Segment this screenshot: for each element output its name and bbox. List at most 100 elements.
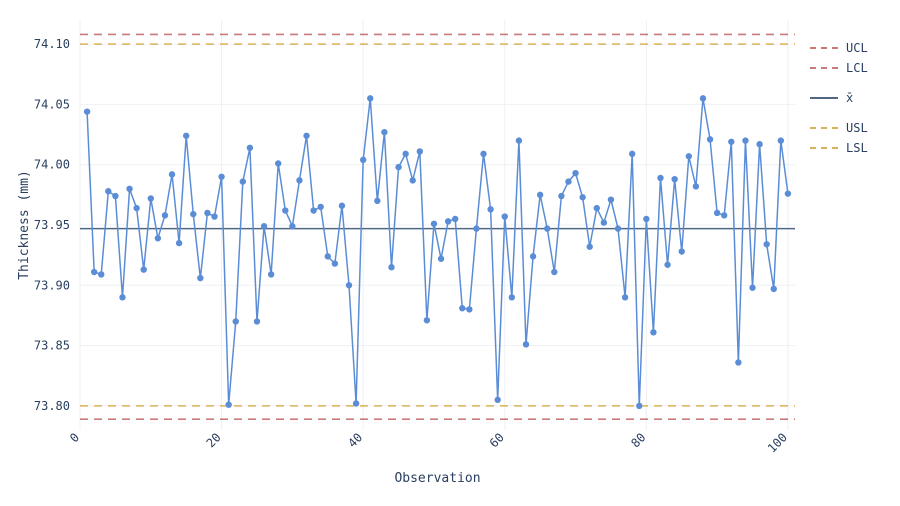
data-point[interactable] — [466, 306, 472, 312]
data-point[interactable] — [275, 160, 281, 166]
data-point[interactable] — [254, 318, 260, 324]
data-point[interactable] — [141, 266, 147, 272]
data-point[interactable] — [84, 108, 90, 114]
data-point[interactable] — [530, 253, 536, 259]
data-point[interactable] — [395, 164, 401, 170]
data-point[interactable] — [303, 133, 309, 139]
data-point[interactable] — [162, 212, 168, 218]
data-point[interactable] — [664, 262, 670, 268]
data-point[interactable] — [225, 401, 231, 407]
data-point[interactable] — [98, 271, 104, 277]
data-point[interactable] — [91, 269, 97, 275]
data-point[interactable] — [643, 216, 649, 222]
data-point[interactable] — [332, 260, 338, 266]
data-point[interactable] — [473, 225, 479, 231]
data-point[interactable] — [523, 341, 529, 347]
data-point[interactable] — [544, 225, 550, 231]
data-point[interactable] — [346, 282, 352, 288]
data-point[interactable] — [339, 203, 345, 209]
data-point[interactable] — [502, 213, 508, 219]
data-point[interactable] — [438, 256, 444, 262]
data-point[interactable] — [155, 235, 161, 241]
data-point[interactable] — [233, 318, 239, 324]
data-point[interactable] — [112, 193, 118, 199]
data-point[interactable] — [565, 178, 571, 184]
data-point[interactable] — [629, 151, 635, 157]
data-point[interactable] — [721, 212, 727, 218]
data-point[interactable] — [686, 153, 692, 159]
data-point[interactable] — [459, 305, 465, 311]
data-point[interactable] — [197, 275, 203, 281]
data-point[interactable] — [756, 141, 762, 147]
data-point[interactable] — [657, 175, 663, 181]
data-point[interactable] — [126, 186, 132, 192]
legend-item-lcl[interactable]: LCL — [810, 58, 868, 78]
data-point[interactable] — [148, 195, 154, 201]
data-point[interactable] — [615, 225, 621, 231]
data-point[interactable] — [601, 219, 607, 225]
data-point[interactable] — [728, 139, 734, 145]
data-point[interactable] — [480, 151, 486, 157]
data-point[interactable] — [240, 178, 246, 184]
data-point[interactable] — [700, 95, 706, 101]
data-point[interactable] — [622, 294, 628, 300]
data-point[interactable] — [785, 190, 791, 196]
data-point[interactable] — [261, 223, 267, 229]
data-point[interactable] — [360, 157, 366, 163]
data-point[interactable] — [445, 218, 451, 224]
data-point[interactable] — [516, 137, 522, 143]
data-point[interactable] — [417, 148, 423, 154]
data-point[interactable] — [105, 188, 111, 194]
data-point[interactable] — [558, 193, 564, 199]
data-point[interactable] — [317, 204, 323, 210]
data-point[interactable] — [410, 177, 416, 183]
data-point[interactable] — [763, 241, 769, 247]
data-point[interactable] — [169, 171, 175, 177]
data-point[interactable] — [310, 207, 316, 213]
data-point[interactable] — [402, 151, 408, 157]
data-point[interactable] — [650, 329, 656, 335]
data-point[interactable] — [707, 136, 713, 142]
data-point[interactable] — [289, 223, 295, 229]
data-point[interactable] — [487, 206, 493, 212]
data-point[interactable] — [714, 210, 720, 216]
data-point[interactable] — [353, 400, 359, 406]
data-point[interactable] — [367, 95, 373, 101]
data-point[interactable] — [211, 213, 217, 219]
data-point[interactable] — [218, 174, 224, 180]
data-point[interactable] — [268, 271, 274, 277]
data-point[interactable] — [204, 210, 210, 216]
data-point[interactable] — [431, 221, 437, 227]
legend-item-usl[interactable]: USL — [810, 118, 868, 138]
data-point[interactable] — [587, 244, 593, 250]
data-point[interactable] — [133, 205, 139, 211]
legend-item-lsl[interactable]: LSL — [810, 138, 868, 158]
data-point[interactable] — [608, 196, 614, 202]
data-point[interactable] — [771, 286, 777, 292]
data-point[interactable] — [551, 269, 557, 275]
data-point[interactable] — [494, 397, 500, 403]
data-point[interactable] — [749, 285, 755, 291]
data-point[interactable] — [572, 170, 578, 176]
data-point[interactable] — [190, 211, 196, 217]
data-point[interactable] — [742, 137, 748, 143]
data-point[interactable] — [594, 205, 600, 211]
data-point[interactable] — [693, 183, 699, 189]
data-point[interactable] — [183, 133, 189, 139]
data-point[interactable] — [735, 359, 741, 365]
data-point[interactable] — [119, 294, 125, 300]
data-point[interactable] — [679, 248, 685, 254]
data-point[interactable] — [296, 177, 302, 183]
data-point[interactable] — [381, 129, 387, 135]
data-point[interactable] — [537, 192, 543, 198]
data-point[interactable] — [671, 176, 677, 182]
data-point[interactable] — [282, 207, 288, 213]
data-point[interactable] — [325, 253, 331, 259]
data-point[interactable] — [176, 240, 182, 246]
legend-item-xbar[interactable]: x̄ — [810, 88, 868, 108]
data-point[interactable] — [452, 216, 458, 222]
data-point[interactable] — [374, 198, 380, 204]
data-point[interactable] — [636, 403, 642, 409]
legend-item-ucl[interactable]: UCL — [810, 38, 868, 58]
data-point[interactable] — [424, 317, 430, 323]
